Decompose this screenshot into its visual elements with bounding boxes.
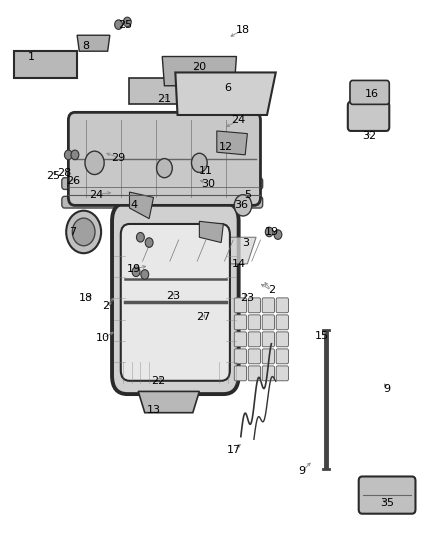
Text: 1: 1 bbox=[28, 52, 35, 61]
Polygon shape bbox=[138, 237, 256, 264]
FancyBboxPatch shape bbox=[348, 102, 389, 131]
Text: 15: 15 bbox=[314, 330, 328, 341]
Polygon shape bbox=[199, 221, 223, 243]
Circle shape bbox=[72, 218, 95, 246]
Text: 17: 17 bbox=[227, 445, 241, 455]
Text: 24: 24 bbox=[232, 115, 246, 125]
FancyBboxPatch shape bbox=[112, 203, 239, 394]
FancyBboxPatch shape bbox=[262, 298, 275, 313]
Text: 23: 23 bbox=[166, 290, 180, 301]
Circle shape bbox=[66, 211, 101, 253]
Text: 5: 5 bbox=[244, 190, 251, 200]
Text: 18: 18 bbox=[236, 25, 250, 35]
Polygon shape bbox=[130, 78, 195, 104]
Text: 9: 9 bbox=[298, 466, 306, 476]
Text: 28: 28 bbox=[57, 168, 71, 179]
FancyBboxPatch shape bbox=[234, 332, 247, 347]
FancyBboxPatch shape bbox=[234, 366, 247, 381]
FancyBboxPatch shape bbox=[262, 366, 275, 381]
FancyBboxPatch shape bbox=[276, 315, 288, 330]
Polygon shape bbox=[14, 51, 77, 78]
FancyBboxPatch shape bbox=[121, 224, 230, 381]
FancyBboxPatch shape bbox=[234, 315, 247, 330]
Text: 30: 30 bbox=[201, 179, 215, 189]
FancyBboxPatch shape bbox=[248, 315, 261, 330]
FancyBboxPatch shape bbox=[248, 332, 261, 347]
Polygon shape bbox=[138, 391, 199, 413]
Circle shape bbox=[274, 230, 282, 239]
Circle shape bbox=[234, 195, 252, 216]
Text: 35: 35 bbox=[380, 498, 394, 508]
Text: 11: 11 bbox=[199, 166, 213, 176]
Polygon shape bbox=[162, 56, 237, 86]
FancyBboxPatch shape bbox=[276, 332, 288, 347]
Circle shape bbox=[145, 238, 153, 247]
Text: 19: 19 bbox=[127, 264, 141, 274]
Circle shape bbox=[191, 154, 207, 172]
Text: 9: 9 bbox=[384, 384, 391, 394]
Circle shape bbox=[64, 150, 72, 160]
FancyBboxPatch shape bbox=[234, 349, 247, 364]
Circle shape bbox=[141, 270, 149, 279]
FancyBboxPatch shape bbox=[68, 112, 261, 205]
FancyBboxPatch shape bbox=[248, 366, 261, 381]
FancyBboxPatch shape bbox=[262, 349, 275, 364]
Polygon shape bbox=[77, 35, 110, 51]
Text: 36: 36 bbox=[234, 200, 248, 211]
Text: 12: 12 bbox=[219, 142, 233, 152]
Circle shape bbox=[115, 20, 123, 29]
Text: 13: 13 bbox=[146, 405, 160, 415]
FancyBboxPatch shape bbox=[276, 349, 288, 364]
FancyBboxPatch shape bbox=[350, 80, 389, 104]
Text: 8: 8 bbox=[82, 41, 89, 51]
Text: 26: 26 bbox=[66, 176, 80, 187]
Circle shape bbox=[265, 227, 273, 237]
Polygon shape bbox=[130, 192, 153, 219]
FancyBboxPatch shape bbox=[276, 298, 288, 313]
Text: 2: 2 bbox=[102, 301, 109, 311]
Text: 27: 27 bbox=[197, 312, 211, 322]
FancyBboxPatch shape bbox=[62, 177, 263, 189]
Text: 20: 20 bbox=[192, 62, 206, 72]
Text: 32: 32 bbox=[363, 131, 377, 141]
Text: 18: 18 bbox=[79, 293, 93, 303]
Text: 6: 6 bbox=[224, 83, 231, 93]
FancyBboxPatch shape bbox=[262, 332, 275, 347]
Text: 10: 10 bbox=[96, 333, 110, 343]
FancyBboxPatch shape bbox=[276, 366, 288, 381]
Circle shape bbox=[85, 151, 104, 174]
FancyBboxPatch shape bbox=[62, 196, 263, 208]
Circle shape bbox=[132, 267, 140, 277]
Text: 14: 14 bbox=[232, 259, 246, 269]
Polygon shape bbox=[175, 72, 276, 115]
FancyBboxPatch shape bbox=[359, 477, 416, 514]
Text: 29: 29 bbox=[111, 152, 126, 163]
Text: 24: 24 bbox=[90, 190, 104, 200]
Text: 21: 21 bbox=[157, 94, 172, 104]
Text: 23: 23 bbox=[240, 293, 254, 303]
Text: 25: 25 bbox=[46, 171, 60, 181]
Text: 16: 16 bbox=[365, 88, 379, 99]
Text: 19: 19 bbox=[264, 227, 279, 237]
Circle shape bbox=[124, 17, 131, 27]
Text: 4: 4 bbox=[130, 200, 138, 211]
Text: 25: 25 bbox=[118, 20, 132, 30]
Text: 3: 3 bbox=[242, 238, 249, 247]
Text: 7: 7 bbox=[69, 227, 76, 237]
Text: 2: 2 bbox=[268, 286, 275, 295]
FancyBboxPatch shape bbox=[248, 349, 261, 364]
FancyBboxPatch shape bbox=[248, 298, 261, 313]
Circle shape bbox=[71, 150, 79, 160]
FancyBboxPatch shape bbox=[262, 315, 275, 330]
Circle shape bbox=[156, 159, 172, 177]
Polygon shape bbox=[217, 131, 247, 155]
FancyBboxPatch shape bbox=[234, 298, 247, 313]
Circle shape bbox=[137, 232, 145, 242]
Text: 22: 22 bbox=[151, 376, 165, 386]
